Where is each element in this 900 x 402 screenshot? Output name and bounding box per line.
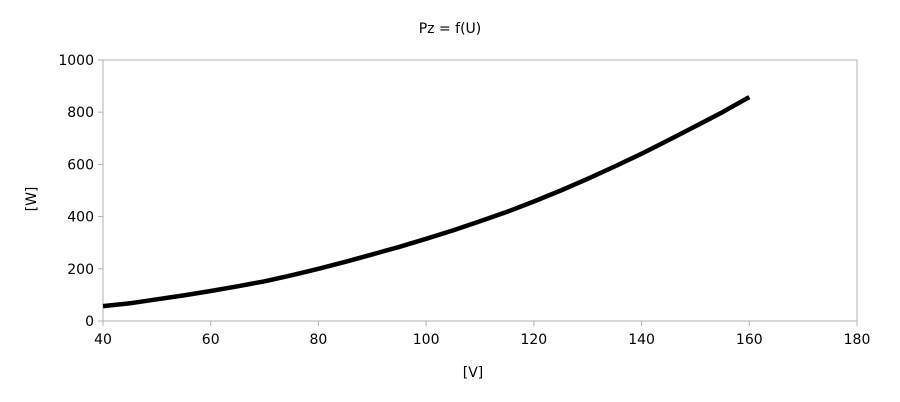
chart-title: Pz = f(U) — [419, 21, 482, 37]
x-tick-label: 140 — [628, 332, 655, 348]
y-tick-label: 400 — [67, 210, 94, 226]
y-tick-label: 0 — [85, 314, 94, 330]
x-tick-label: 40 — [94, 332, 112, 348]
x-tick-label: 160 — [736, 332, 763, 348]
x-tick-label: 180 — [844, 332, 871, 348]
y-tick-label: 800 — [67, 105, 94, 121]
series-group — [102, 95, 751, 309]
x-tick-label: 120 — [520, 332, 547, 348]
y-tick-label: 200 — [67, 262, 94, 278]
y-axis-label: [W] — [24, 187, 40, 212]
y-tick-label: 600 — [67, 157, 94, 173]
axes: 40 60 80 100 120 140 160 180 0 200 400 600 800 1000 — [58, 53, 870, 348]
x-axis-label: [V] — [463, 365, 484, 381]
x-tick-label: 80 — [310, 332, 328, 348]
x-tick-label: 60 — [202, 332, 220, 348]
x-tick-label: 100 — [413, 332, 440, 348]
series-line-1 — [102, 95, 751, 309]
y-tick-label: 1000 — [58, 53, 94, 69]
